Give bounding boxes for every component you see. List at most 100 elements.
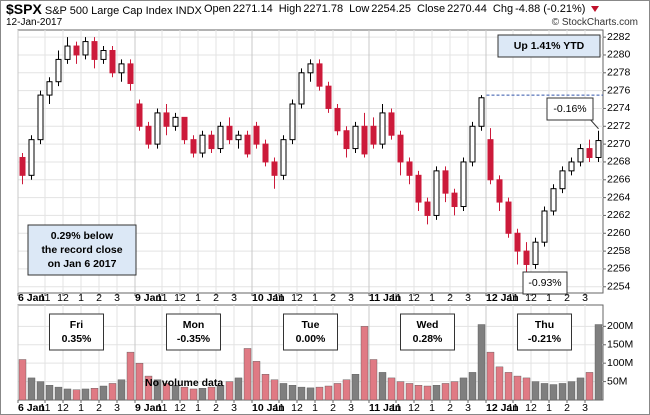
callout-box [49,313,104,351]
candle-body [361,125,368,155]
volume-bar [126,351,135,401]
volume-bar [144,375,153,401]
x-tick-label: 12 Jan [486,402,519,414]
volume-bar [36,381,45,401]
volume-bar [297,386,306,401]
x-tick-label: 12 [525,292,537,304]
candle-body [298,72,305,105]
annotation: Wed 0.28% [400,313,455,351]
volume-bar [531,381,540,401]
candle-body [415,174,422,203]
y-tick-label: 2282 [607,31,631,43]
volume-bar [351,374,360,401]
annotation-text: 0.28% [413,333,443,345]
volume-bar [45,385,54,401]
candle-body [226,125,233,141]
x-tick-label: 3 [348,402,354,414]
x-tick-label: 1 [195,292,201,304]
y-tick-label: 2256 [607,263,631,275]
x-tick-label: 12 Jan [486,292,519,304]
candle-body [397,134,404,163]
y-tick-label: 2262 [607,209,631,221]
annotation-box [27,224,137,276]
volume-bar [243,348,252,401]
candle-body [199,134,206,154]
candle-body [325,85,332,109]
x-tick-label: 12 [57,402,69,414]
x-tick-label: 3 [114,292,120,304]
candle-body [505,201,512,234]
x-tick-label: 1 [312,292,318,304]
volume-bar [72,389,81,401]
x-tick-label: 3 [582,402,588,414]
candle-body [244,134,251,155]
y-tick-label: 2274 [607,102,631,114]
x-tick-label: 2 [213,402,219,414]
x-tick-label: 2 [96,292,102,304]
x-tick-label: 1 [195,402,201,414]
candle-body [28,139,35,176]
title-row: $SPX S&P 500 Large Cap Index INDX [6,1,202,17]
y-tick-label: 200M [607,320,633,332]
candle-body [316,63,323,87]
volume-bar [441,383,450,401]
volume-bar [63,388,72,401]
quote-label: Open [204,3,231,15]
candle-body [19,156,26,176]
volume-bar [450,381,459,401]
candle-body [433,170,440,216]
x-tick-label: 1 [78,292,84,304]
candle-body [208,134,215,150]
annotation-text: Up 1.41% YTD [514,40,585,52]
volume-bar [378,372,387,401]
candle-body [550,188,557,212]
volume-bar [108,383,117,401]
x-tick-label: 2 [447,292,453,304]
x-tick-label: 11 [391,402,402,414]
annotation-text: Wed [417,319,439,331]
y-tick-label: 2270 [607,138,631,150]
y-tick-label: 2258 [607,245,631,257]
candle-body [379,112,386,145]
candle-body [55,58,62,83]
y-tick-label: 2278 [607,67,631,79]
x-tick-label: 11 [508,292,519,304]
candle-body [334,107,341,132]
x-tick-label: 11 Jan [369,292,401,304]
x-tick-label: 12 [174,402,186,414]
callout-box [283,313,338,351]
x-tick-label: 11 [157,292,168,304]
annotation-text: -0.16% [553,103,586,115]
candle-body [64,45,71,60]
volume-bar [585,372,594,401]
x-tick-label: 3 [231,292,237,304]
volume-bar [405,383,414,401]
volume-bar [180,386,189,401]
volume-bar [252,361,261,401]
candle-body [145,125,152,145]
annotation-text: 0.35% [62,333,92,345]
candle-body [217,125,224,150]
quote: Open 2271.14 High 2271.78 Low 2254.25 Close 227… [204,3,601,15]
x-tick-label: 12 [291,402,303,414]
x-tick-label: 11 [274,292,285,304]
x-tick-label: 1 [78,402,84,414]
annotation-text: 0.00% [296,333,326,345]
candle-body [253,125,260,145]
x-tick-label: 2 [213,292,219,304]
callout-box [400,313,455,351]
quote-value: -4.88 (-0.21%) [515,3,586,15]
candle-body [424,201,431,216]
x-tick-label: 6 Jan [18,292,45,304]
candle-body [109,50,116,74]
candle-body [280,139,287,176]
candle-body [37,94,44,141]
candle-body [559,170,566,190]
callout-box [522,271,568,295]
volume-bar [576,377,585,401]
candle-body [73,45,80,56]
y-tick-label: 2280 [607,49,631,61]
quote-label: High [278,3,302,15]
volume-bar [270,379,279,401]
